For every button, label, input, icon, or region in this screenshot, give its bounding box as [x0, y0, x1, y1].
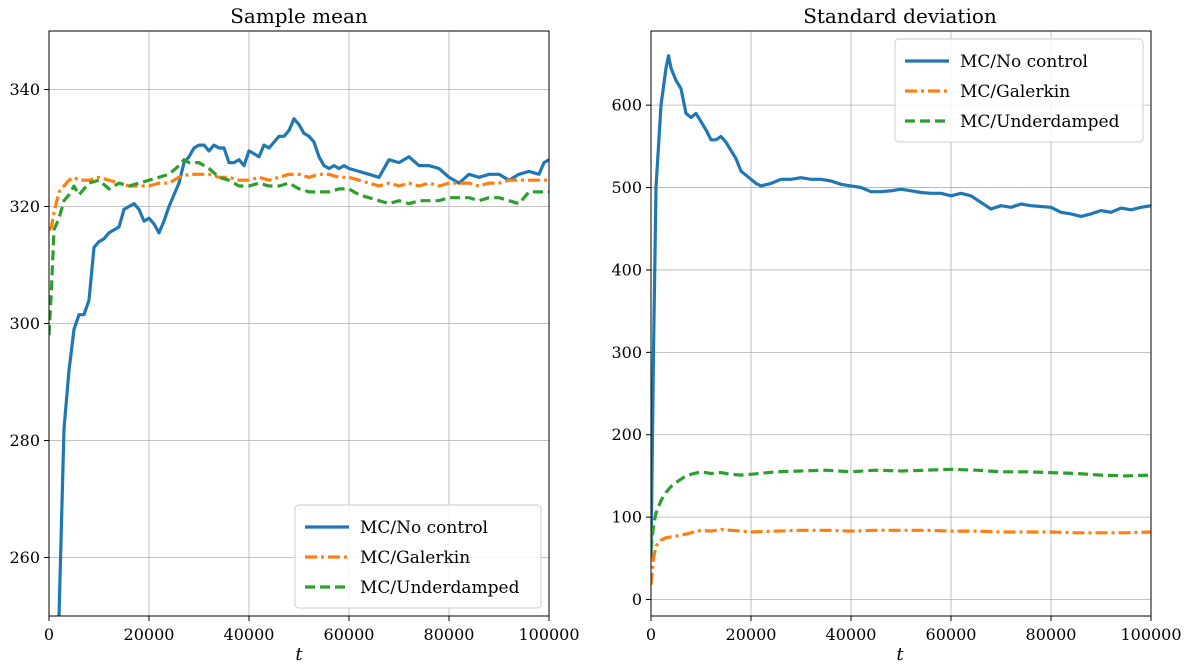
standard-deviation-x-tick-label: 0 — [646, 625, 656, 644]
standard-deviation-legend-label-mc-no-control: MC/No control — [960, 52, 1088, 72]
standard-deviation-legend: MC/No control MC/Galerkin MC/Underdamped — [894, 38, 1144, 143]
standard-deviation-series-mc-no-control — [651, 54, 1151, 559]
standard-deviation-legend-box — [894, 38, 1144, 143]
standard-deviation-plot-frame — [650, 30, 1152, 617]
sample-mean-x-axis-label: t — [295, 644, 303, 665]
standard-deviation-x-tick-label: 80000 — [1026, 625, 1077, 644]
sample-mean-y-tick-label: 260 — [9, 548, 40, 567]
sample-mean-y-tick-label: 280 — [9, 431, 40, 450]
standard-deviation-y-tick-label: 200 — [611, 425, 642, 444]
standard-deviation-panel: Standard deviation 0 20000 40000 60000 80000… — [611, 4, 1181, 665]
standard-deviation-x-tick-label: 40000 — [826, 625, 877, 644]
sample-mean-x-tick-label: 100000 — [518, 625, 579, 644]
sample-mean-panel: Sample mean 0 20000 40000 60000 80000 100000 … — [9, 4, 579, 665]
sample-mean-y-tick-label: 320 — [9, 197, 40, 216]
standard-deviation-legend-label-mc-underdamped: MC/Underdamped — [960, 112, 1120, 132]
standard-deviation-y-tick-label: 500 — [611, 178, 642, 197]
standard-deviation-x-ticks: 0 20000 40000 60000 80000 100000 — [646, 616, 1182, 644]
standard-deviation-y-ticks: 0 100 200 300 400 500 600 — [611, 96, 651, 609]
sample-mean-x-tick-label: 60000 — [324, 625, 375, 644]
sample-mean-y-tick-label: 300 — [9, 314, 40, 333]
standard-deviation-x-tick-label: 100000 — [1120, 625, 1181, 644]
sample-mean-series-mc-underdamped — [49, 158, 549, 336]
standard-deviation-y-tick-label: 600 — [611, 96, 642, 115]
sample-mean-y-ticks: 260 280 300 320 340 — [9, 80, 49, 567]
sample-mean-lines — [49, 117, 549, 616]
standard-deviation-y-tick-label: 400 — [611, 260, 642, 279]
sample-mean-legend: MC/No control MC/Galerkin MC/Underdamped — [294, 504, 542, 609]
standard-deviation-series-mc-galerkin — [651, 527, 1151, 585]
standard-deviation-lines — [651, 54, 1151, 585]
sample-mean-series-mc-galerkin — [49, 172, 549, 231]
sample-mean-title: Sample mean — [230, 4, 368, 28]
sample-mean-legend-box — [294, 504, 542, 609]
sample-mean-series-mc-no-control — [57, 117, 549, 616]
sample-mean-x-ticks: 0 20000 40000 60000 80000 100000 — [44, 616, 580, 644]
standard-deviation-series-mc-underdamped — [651, 467, 1151, 551]
standard-deviation-x-axis-label: t — [896, 644, 904, 665]
standard-deviation-y-tick-label: 0 — [632, 590, 642, 609]
standard-deviation-y-tick-label: 300 — [611, 343, 642, 362]
standard-deviation-title: Standard deviation — [803, 4, 997, 28]
sample-mean-legend-label-mc-galerkin: MC/Galerkin — [360, 548, 470, 568]
sample-mean-legend-label-mc-underdamped: MC/Underdamped — [360, 578, 520, 598]
standard-deviation-x-tick-label: 60000 — [926, 625, 977, 644]
sample-mean-y-tick-label: 340 — [9, 80, 40, 99]
sample-mean-x-tick-label: 20000 — [124, 625, 175, 644]
sample-mean-legend-label-mc-no-control: MC/No control — [360, 518, 488, 538]
sample-mean-x-tick-label: 80000 — [424, 625, 475, 644]
standard-deviation-x-tick-label: 20000 — [726, 625, 777, 644]
sample-mean-x-tick-label: 40000 — [224, 625, 275, 644]
sample-mean-x-tick-label: 0 — [44, 625, 54, 644]
standard-deviation-y-tick-label: 100 — [611, 508, 642, 527]
standard-deviation-legend-label-mc-galerkin: MC/Galerkin — [960, 82, 1070, 102]
